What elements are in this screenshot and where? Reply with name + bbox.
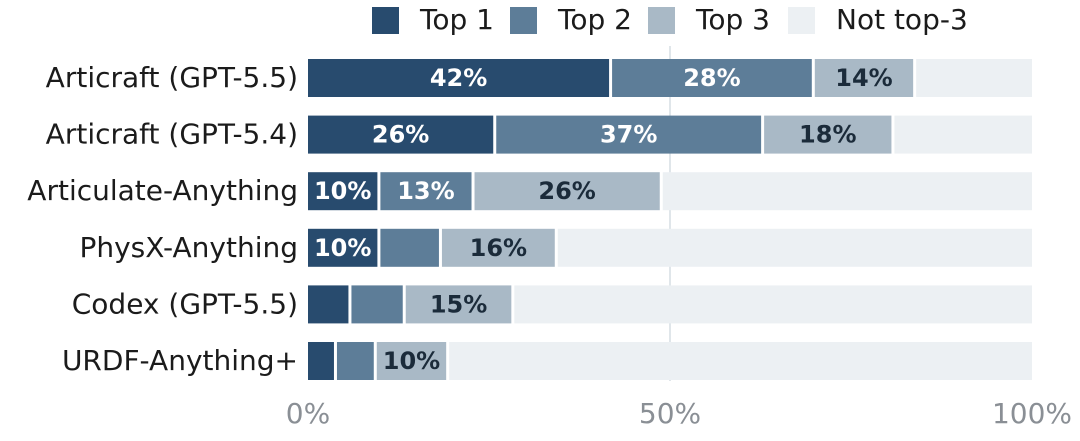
bar-segment — [496, 115, 762, 154]
y-axis-labels: Articraft (GPT-5.5) Articraft (GPT-5.4) Ar… — [27, 61, 298, 377]
bar-segment — [441, 228, 555, 267]
bar-segment — [380, 228, 439, 267]
bar-row: 10% 13% 26% — [308, 172, 1032, 211]
legend-swatch — [788, 7, 815, 34]
legend-label: Top 1 — [419, 3, 494, 36]
bar-segment — [474, 172, 660, 211]
bar-segment — [557, 228, 1032, 267]
data-label: 18% — [799, 121, 856, 149]
data-label: 26% — [538, 177, 595, 205]
y-tick-label: URDF-Anything+ — [62, 344, 298, 377]
legend: Top 1 Top 2 Top 3 Not top-3 — [372, 3, 968, 36]
bar-row: 42% 28% 14% — [308, 59, 1032, 97]
legend-swatch — [372, 7, 399, 34]
bar-segment — [308, 285, 349, 324]
data-label: 42% — [430, 64, 487, 92]
legend-item: Top 2 — [510, 3, 632, 36]
bars: 42% 28% 14%26% 37% 18%10% 13% 26%10% 16%15%10% — [308, 59, 1032, 380]
data-label: 28% — [683, 64, 740, 92]
data-label: 10% — [314, 177, 371, 205]
bar-segment — [376, 342, 447, 380]
data-label: 10% — [383, 347, 440, 375]
bar-segment — [308, 172, 378, 211]
data-label: 37% — [600, 121, 657, 149]
data-label: 10% — [314, 234, 371, 262]
bar-segment — [449, 342, 1032, 380]
bar-row: 10% 16% — [308, 228, 1032, 267]
data-label: 15% — [430, 290, 487, 318]
legend-item: Top 1 — [372, 3, 494, 36]
bar-row: 26% 37% 18% — [308, 115, 1032, 154]
bar-segment — [514, 285, 1032, 324]
legend-item: Not top-3 — [788, 3, 968, 36]
bar-segment — [308, 59, 610, 97]
x-tick-label: 100% — [992, 397, 1072, 430]
bar-segment — [351, 285, 403, 324]
bar-segment — [662, 172, 1032, 211]
bar-segment — [308, 228, 378, 267]
y-tick-label: PhysX-Anything — [79, 231, 298, 264]
legend-item: Top 3 — [648, 3, 770, 36]
bar-row: 15% — [308, 285, 1032, 324]
data-label: 13% — [397, 177, 454, 205]
y-tick-label: Codex (GPT-5.5) — [72, 287, 298, 320]
bar-segment — [612, 59, 812, 97]
bar-segment — [916, 59, 1032, 97]
legend-label: Top 3 — [695, 3, 770, 36]
bar-segment — [308, 342, 334, 380]
legend-label: Not top-3 — [836, 3, 968, 36]
bar-row: 10% — [308, 342, 1032, 380]
data-label: 16% — [470, 234, 527, 262]
x-tick-label: 50% — [639, 397, 701, 430]
bar-segment — [405, 285, 512, 324]
bar-segment — [380, 172, 472, 211]
legend-swatch — [510, 7, 537, 34]
y-tick-label: Articraft (GPT-5.5) — [46, 61, 298, 94]
y-tick-label: Articraft (GPT-5.4) — [46, 118, 298, 151]
legend-swatch — [648, 7, 675, 34]
x-axis-ticks: 0% 50% 100% — [286, 397, 1072, 430]
bar-segment — [336, 342, 374, 380]
legend-label: Top 2 — [557, 3, 632, 36]
y-tick-label: Articulate-Anything — [27, 174, 298, 207]
data-label: 14% — [835, 64, 892, 92]
x-tick-label: 0% — [286, 397, 330, 430]
bar-segment — [308, 115, 494, 154]
bar-segment — [764, 115, 892, 154]
bar-segment — [894, 115, 1032, 154]
data-label: 26% — [372, 121, 429, 149]
bar-segment — [814, 59, 914, 97]
